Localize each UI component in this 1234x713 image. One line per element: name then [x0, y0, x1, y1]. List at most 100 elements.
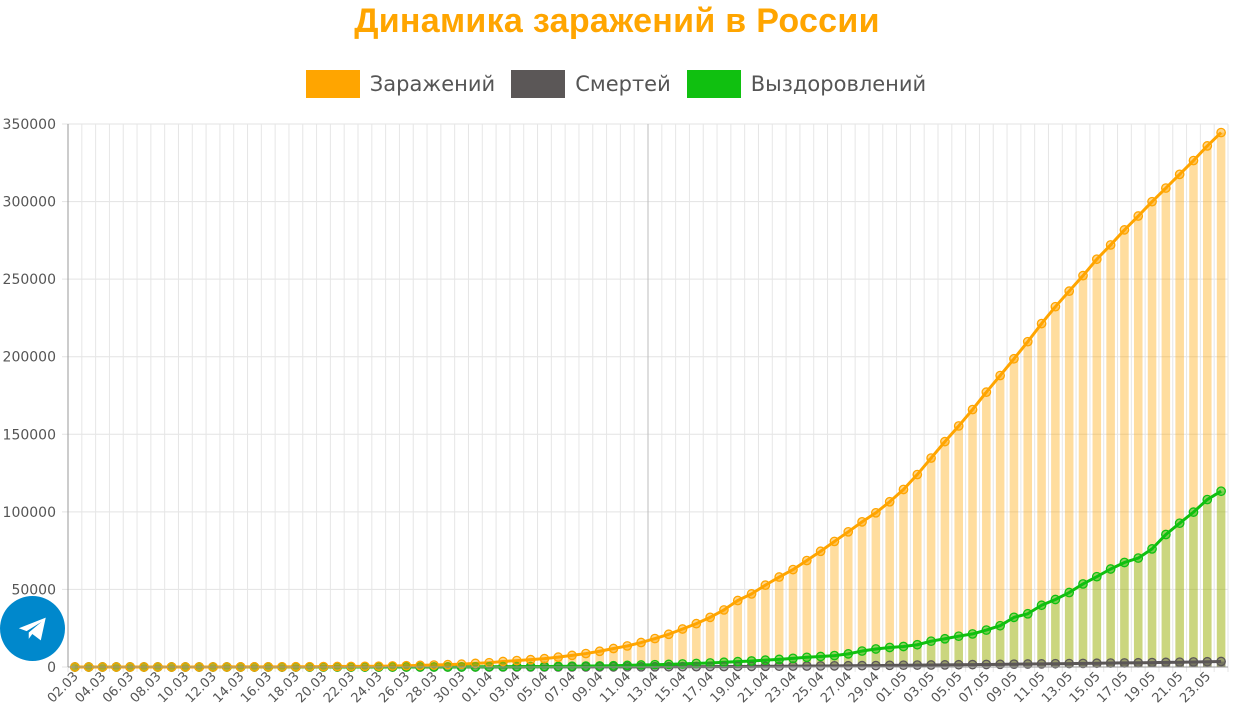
point-infected[interactable] — [774, 572, 785, 582]
bar-infected[interactable] — [761, 585, 770, 667]
bar-infected[interactable] — [650, 638, 660, 667]
point-infected[interactable] — [871, 507, 881, 518]
bar-infected[interactable] — [1064, 291, 1074, 667]
point-infected[interactable] — [746, 589, 757, 599]
point-recovered[interactable] — [1064, 587, 1075, 598]
point-recovered[interactable] — [857, 646, 867, 656]
point-recovered[interactable] — [843, 649, 854, 659]
bar-infected[interactable] — [484, 662, 494, 667]
bar-infected[interactable] — [1189, 160, 1198, 667]
bar-infected[interactable] — [871, 512, 881, 667]
point-infected[interactable] — [553, 652, 564, 663]
bar-recovered[interactable] — [719, 662, 729, 667]
point-deaths[interactable] — [884, 660, 895, 671]
point-infected[interactable] — [995, 370, 1005, 381]
bar-recovered[interactable] — [899, 646, 908, 667]
point-recovered[interactable] — [732, 656, 743, 667]
point-recovered[interactable] — [581, 661, 591, 671]
point-recovered[interactable] — [636, 660, 646, 670]
point-infected[interactable] — [1036, 318, 1047, 329]
point-deaths[interactable] — [898, 660, 909, 671]
bar-recovered[interactable] — [1133, 558, 1143, 667]
point-deaths[interactable] — [1188, 657, 1199, 667]
point-deaths[interactable] — [829, 660, 840, 671]
point-recovered[interactable] — [953, 631, 964, 642]
bar-recovered[interactable] — [705, 662, 715, 667]
point-recovered[interactable] — [567, 661, 577, 672]
point-infected[interactable] — [788, 564, 798, 575]
point-infected[interactable] — [1105, 240, 1116, 250]
bar-infected[interactable] — [692, 623, 701, 667]
bar-recovered[interactable] — [761, 660, 770, 667]
point-infected[interactable] — [484, 657, 495, 668]
bar-deaths[interactable] — [1203, 661, 1212, 667]
bar-recovered[interactable] — [747, 660, 756, 667]
point-recovered[interactable] — [677, 659, 688, 669]
point-infected[interactable] — [732, 595, 743, 606]
point-deaths[interactable] — [1036, 659, 1047, 669]
bar-recovered[interactable] — [926, 641, 936, 667]
bar-infected[interactable] — [609, 648, 618, 667]
point-infected[interactable] — [1022, 336, 1033, 347]
point-recovered[interactable] — [1036, 600, 1047, 611]
bar-recovered[interactable] — [1092, 576, 1102, 667]
point-recovered[interactable] — [539, 661, 550, 672]
bar-infected[interactable] — [1203, 145, 1212, 667]
point-recovered[interactable] — [912, 639, 923, 650]
bar-infected[interactable] — [968, 409, 977, 667]
point-recovered[interactable] — [650, 659, 660, 670]
bar-deaths[interactable] — [1037, 663, 1046, 667]
bar-infected[interactable] — [830, 541, 839, 667]
bar-infected[interactable] — [1092, 259, 1102, 667]
bar-infected[interactable] — [747, 593, 756, 667]
bar-infected[interactable] — [623, 645, 632, 667]
point-recovered[interactable] — [1161, 529, 1171, 540]
point-recovered[interactable] — [815, 651, 826, 662]
bar-infected[interactable] — [1216, 132, 1226, 668]
point-infected[interactable] — [442, 659, 453, 670]
point-infected[interactable] — [387, 661, 398, 671]
point-infected[interactable] — [912, 469, 923, 480]
point-recovered[interactable] — [1174, 518, 1185, 529]
point-infected[interactable] — [829, 536, 840, 547]
bar-infected[interactable] — [705, 617, 715, 667]
point-recovered[interactable] — [1050, 594, 1061, 605]
point-infected[interactable] — [1202, 141, 1213, 151]
point-recovered[interactable] — [1188, 507, 1199, 517]
point-infected[interactable] — [1216, 127, 1226, 138]
point-infected[interactable] — [663, 629, 674, 640]
point-recovered[interactable] — [553, 661, 564, 672]
bar-infected[interactable] — [567, 655, 577, 667]
bar-recovered[interactable] — [968, 633, 977, 667]
point-infected[interactable] — [429, 660, 439, 670]
point-infected[interactable] — [539, 653, 550, 664]
point-infected[interactable] — [636, 637, 646, 648]
point-recovered[interactable] — [967, 629, 978, 639]
bar-deaths[interactable] — [1147, 662, 1157, 667]
point-infected[interactable] — [511, 655, 522, 666]
legend-item-recovered[interactable]: Выздоровлений — [686, 70, 928, 98]
bar-infected[interactable] — [733, 600, 743, 667]
bar-deaths[interactable] — [1161, 662, 1171, 667]
point-deaths[interactable] — [801, 661, 812, 671]
point-infected[interactable] — [1064, 286, 1075, 296]
point-infected[interactable] — [926, 453, 936, 463]
bar-recovered[interactable] — [954, 636, 963, 667]
point-deaths[interactable] — [1202, 656, 1213, 667]
point-recovered[interactable] — [1147, 544, 1157, 554]
bar-infected[interactable] — [843, 531, 853, 667]
bar-infected[interactable] — [899, 489, 908, 667]
point-infected[interactable] — [346, 661, 356, 672]
point-deaths[interactable] — [953, 659, 964, 670]
point-infected[interactable] — [608, 643, 619, 654]
point-infected[interactable] — [401, 660, 412, 671]
point-infected[interactable] — [1091, 254, 1102, 265]
point-recovered[interactable] — [608, 660, 619, 671]
point-infected[interactable] — [498, 656, 508, 667]
point-recovered[interactable] — [898, 641, 909, 652]
point-infected[interactable] — [581, 648, 591, 659]
bar-infected[interactable] — [1009, 358, 1019, 667]
point-recovered[interactable] — [981, 625, 992, 635]
bar-recovered[interactable] — [1175, 523, 1184, 667]
point-infected[interactable] — [719, 605, 729, 615]
